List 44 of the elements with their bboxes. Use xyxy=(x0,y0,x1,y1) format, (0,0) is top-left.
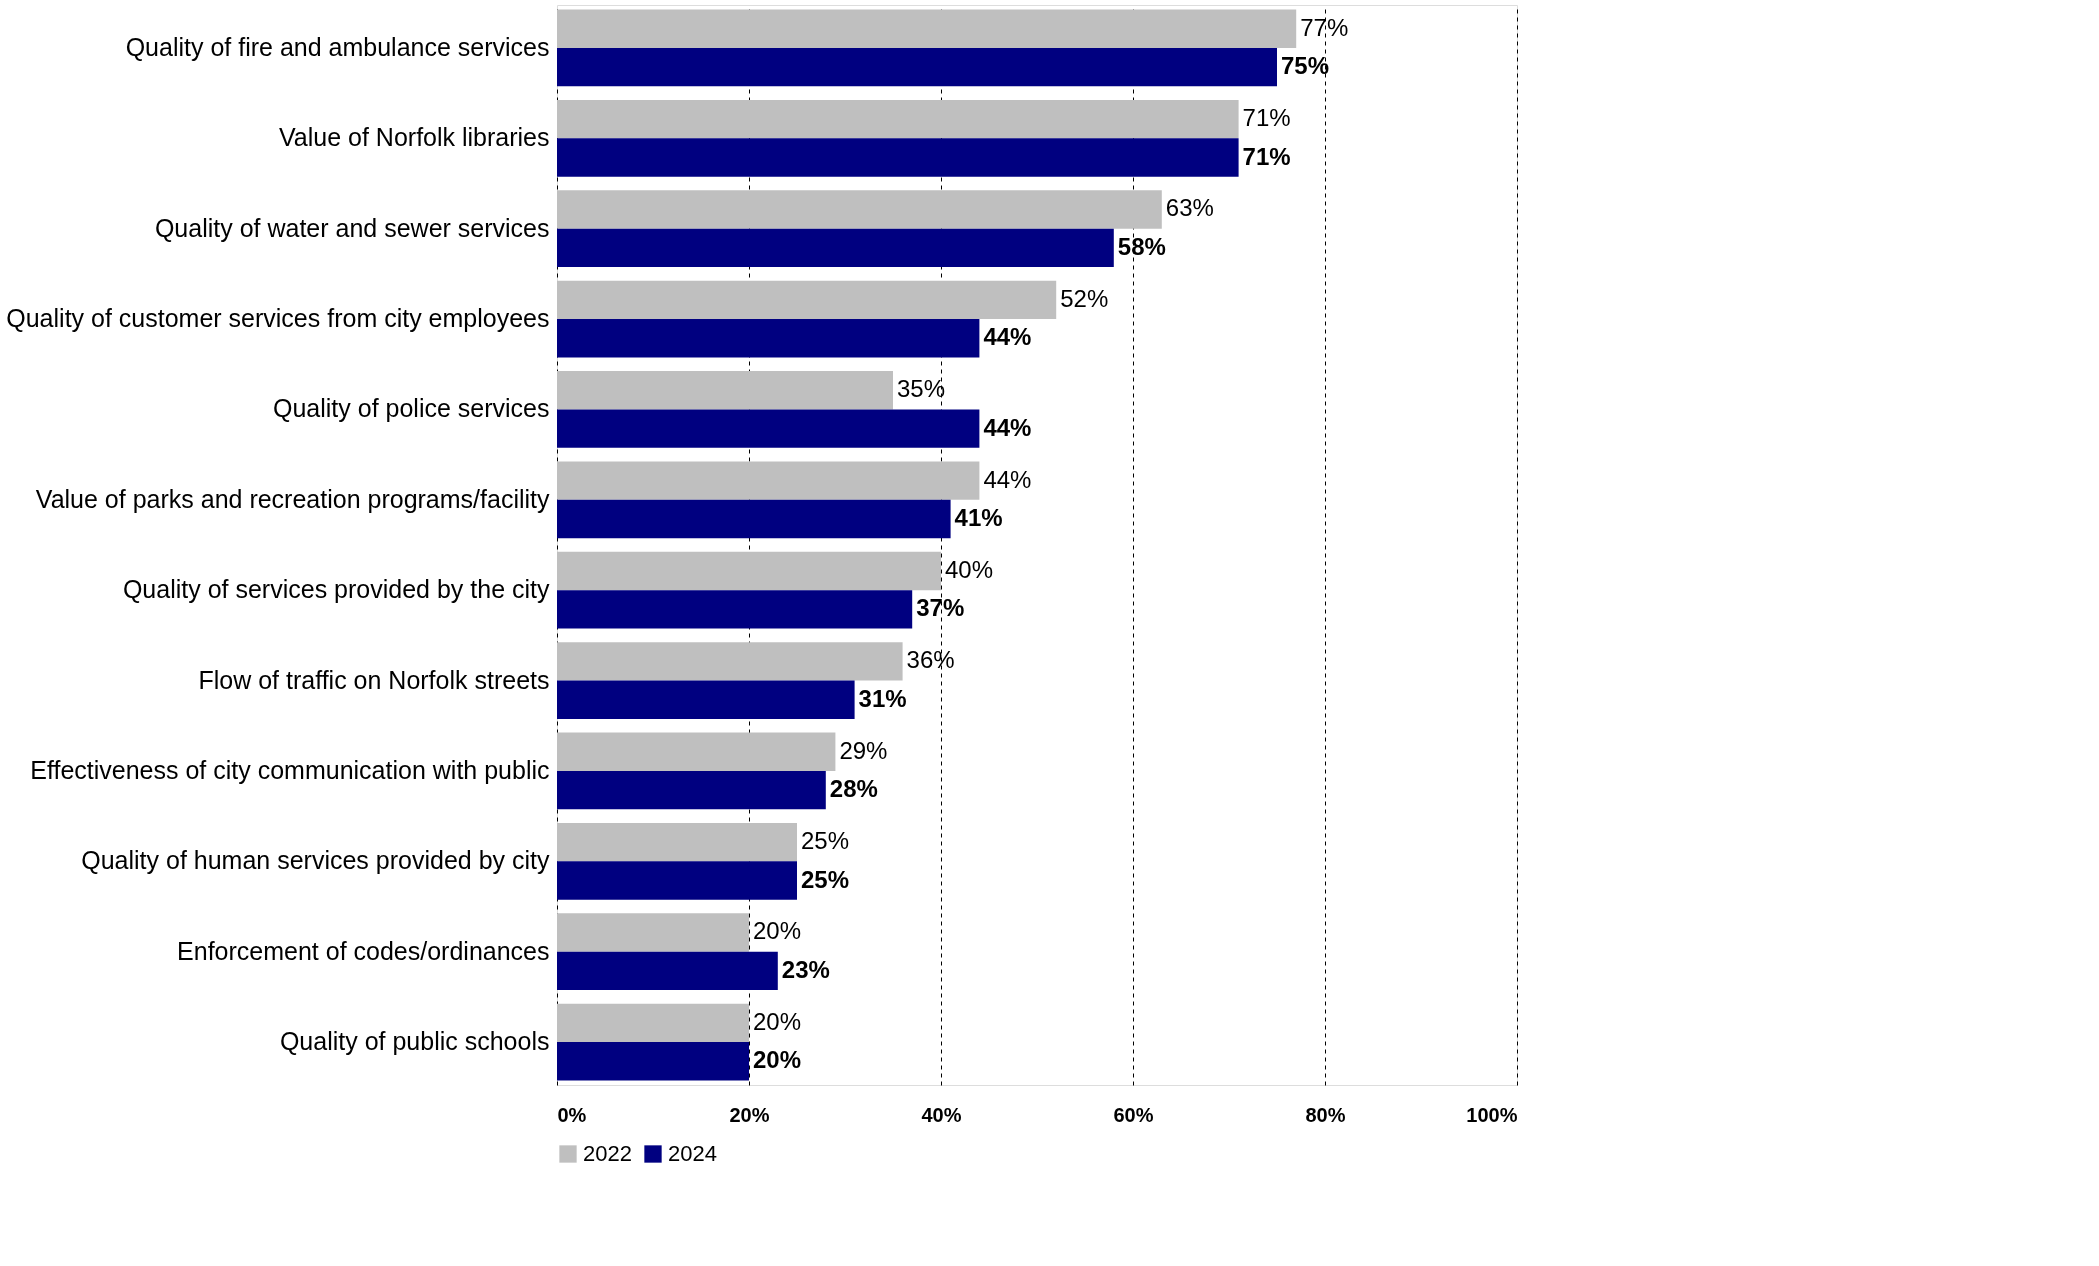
y-tick-label: Quality of fire and ambulance services xyxy=(125,32,550,61)
data-label: 20% xyxy=(753,1007,802,1035)
x-tick-label: 20% xyxy=(729,1103,770,1126)
x-tick-label: 100% xyxy=(1466,1103,1518,1126)
data-label: 28% xyxy=(829,775,878,803)
data-label: 36% xyxy=(906,646,955,674)
data-label: 71% xyxy=(1242,104,1291,132)
y-tick-label: Value of parks and recreation programs/facility xyxy=(35,484,550,513)
x-tick-label: 0% xyxy=(557,1103,587,1126)
data-label: 25% xyxy=(801,827,850,855)
data-label: 31% xyxy=(858,684,907,712)
data-label: 44% xyxy=(983,413,1032,441)
data-label: 40% xyxy=(945,555,994,583)
legend-label: 2024 xyxy=(668,1141,717,1166)
data-label: 41% xyxy=(954,504,1003,532)
data-label: 35% xyxy=(897,375,946,403)
data-label: 44% xyxy=(983,465,1032,493)
y-tick-label: Value of Norfolk libraries xyxy=(279,123,550,152)
x-tick-label: 60% xyxy=(1113,1103,1154,1126)
x-tick-label: 40% xyxy=(921,1103,962,1126)
data-label: 77% xyxy=(1300,13,1349,41)
legend-label: 2022 xyxy=(583,1141,632,1166)
y-tick-label: Quality of police services xyxy=(272,394,550,423)
data-label: 75% xyxy=(1281,52,1330,80)
y-tick-label: Flow of traffic on Norfolk streets xyxy=(198,665,550,694)
data-label: 29% xyxy=(839,736,888,764)
data-label: 71% xyxy=(1242,142,1291,170)
y-tick-label: Quality of water and sewer services xyxy=(154,213,550,242)
data-label: 58% xyxy=(1117,232,1166,260)
data-label: 23% xyxy=(781,955,830,983)
data-label: 20% xyxy=(753,1046,802,1074)
y-tick-label: Effectiveness of city communication with public xyxy=(30,755,550,784)
y-tick-label: Quality of human services provided by city xyxy=(81,846,550,875)
data-label: 25% xyxy=(801,865,850,893)
data-label: 44% xyxy=(983,323,1032,351)
data-label: 37% xyxy=(916,594,965,622)
y-tick-label: Quality of public schools xyxy=(279,1027,550,1056)
data-label: 20% xyxy=(753,917,802,945)
y-tick-label: Quality of customer services from city employees xyxy=(6,304,550,333)
y-tick-label: Quality of services provided by the city xyxy=(122,575,550,604)
data-label: 63% xyxy=(1165,194,1214,222)
data-label: 52% xyxy=(1060,284,1109,312)
y-tick-label: Enforcement of codes/ordinances xyxy=(177,936,550,965)
x-tick-label: 80% xyxy=(1305,1103,1346,1126)
